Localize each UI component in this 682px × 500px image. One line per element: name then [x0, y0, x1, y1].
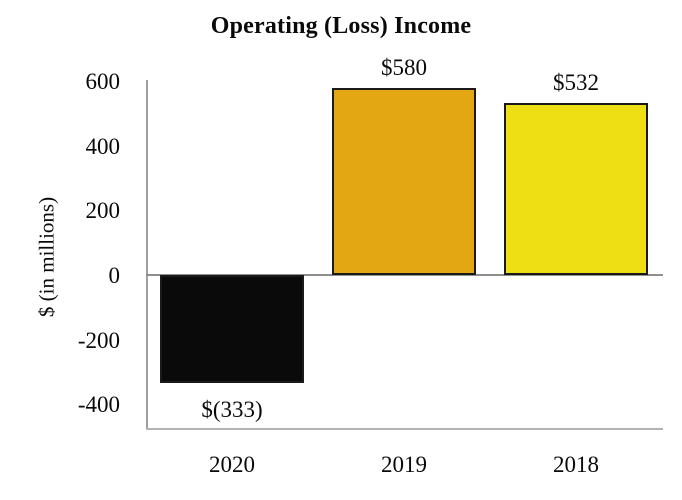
y-tick-label--200: -200 — [77, 327, 120, 353]
plot-bottom-border — [146, 428, 663, 430]
bar-2019 — [332, 87, 476, 275]
y-tick-label-600: 600 — [85, 69, 121, 95]
chart-title: Operating (Loss) Income — [210, 13, 472, 39]
bar-2020 — [160, 275, 304, 383]
x-tick-label-2020: 2020 — [209, 452, 255, 477]
data-label-2018: $532 — [553, 70, 599, 96]
y-tick-label-0: 0 — [108, 263, 121, 288]
x-tick-label-2018: 2018 — [553, 452, 599, 477]
bar-2018 — [504, 103, 648, 275]
data-label-2019: $580 — [381, 54, 427, 80]
x-tick-label-2019: 2019 — [381, 452, 427, 477]
data-label-2020: $(333) — [201, 396, 263, 422]
zero-gridline — [146, 274, 663, 276]
y-axis-line — [146, 80, 148, 429]
y-tick-label-200: 200 — [85, 198, 121, 224]
y-tick-label-400: 400 — [85, 133, 121, 159]
y-tick-label--400: -400 — [77, 392, 120, 418]
